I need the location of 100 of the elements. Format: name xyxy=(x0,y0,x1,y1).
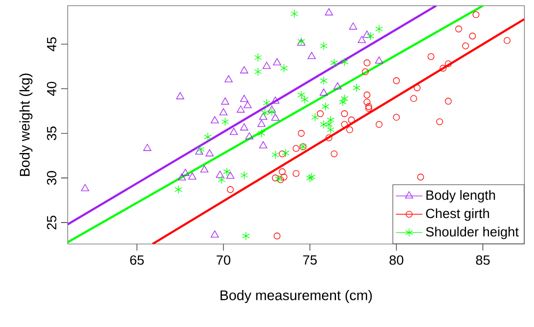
point xyxy=(240,170,248,180)
point xyxy=(240,123,248,130)
point xyxy=(462,42,469,50)
point xyxy=(320,88,328,96)
point xyxy=(245,132,254,140)
point xyxy=(334,82,342,90)
point xyxy=(436,118,444,126)
legend-label: Body length xyxy=(426,190,495,202)
point xyxy=(341,110,348,118)
point xyxy=(455,26,462,32)
point xyxy=(271,114,280,121)
y-tick-label: 30 xyxy=(46,171,56,185)
x-tick-label: 70 xyxy=(216,255,230,265)
point xyxy=(272,150,280,160)
point xyxy=(365,104,372,112)
point xyxy=(278,168,286,176)
point xyxy=(274,232,280,240)
point xyxy=(292,170,300,177)
y-tick-label: 25 xyxy=(46,216,56,230)
point xyxy=(176,92,184,100)
x-tick-label: 85 xyxy=(476,255,490,265)
point xyxy=(206,149,214,156)
point xyxy=(254,67,262,76)
point xyxy=(320,42,328,50)
point xyxy=(240,66,248,74)
point xyxy=(298,130,305,137)
point xyxy=(258,129,266,138)
point xyxy=(244,101,252,108)
point xyxy=(188,172,196,180)
point xyxy=(364,59,370,66)
point xyxy=(240,94,248,102)
point xyxy=(230,128,238,135)
x-axis-title: Body measurement (cm) xyxy=(220,290,372,304)
point xyxy=(410,95,418,102)
point xyxy=(364,98,370,106)
point xyxy=(348,116,355,124)
y-tick-label: 40 xyxy=(46,82,56,96)
point xyxy=(428,53,434,60)
point xyxy=(261,108,269,118)
point xyxy=(326,134,332,142)
point xyxy=(392,77,400,84)
point xyxy=(376,121,382,128)
point xyxy=(178,173,186,180)
point xyxy=(362,30,372,38)
point xyxy=(259,141,268,148)
point xyxy=(417,174,424,180)
point xyxy=(375,56,384,64)
point xyxy=(362,68,369,76)
point xyxy=(320,76,328,86)
point xyxy=(223,167,231,176)
point xyxy=(326,116,334,124)
point xyxy=(414,84,421,92)
point xyxy=(316,110,324,118)
point xyxy=(278,150,286,158)
point xyxy=(242,232,250,240)
point xyxy=(257,120,266,127)
point xyxy=(174,185,182,194)
point xyxy=(308,52,316,60)
x-tick-label: 65 xyxy=(130,255,144,265)
legend-label: Chest girth xyxy=(426,208,489,221)
point xyxy=(224,75,233,82)
point xyxy=(268,108,276,116)
point xyxy=(324,8,333,16)
point xyxy=(358,36,366,43)
point xyxy=(200,165,208,172)
point xyxy=(365,103,372,110)
point xyxy=(292,145,300,152)
point xyxy=(311,112,319,122)
point xyxy=(280,64,288,73)
point xyxy=(221,117,229,126)
point xyxy=(341,121,348,128)
point xyxy=(340,94,348,103)
point xyxy=(320,120,328,129)
point xyxy=(330,58,338,68)
point xyxy=(352,83,360,92)
x-tick-label: 75 xyxy=(303,255,317,265)
x-tick-label: 80 xyxy=(390,255,404,265)
point xyxy=(221,97,230,105)
point xyxy=(330,150,338,158)
point xyxy=(440,64,447,72)
point xyxy=(219,108,228,116)
point xyxy=(366,32,374,40)
point xyxy=(272,174,279,182)
y-tick-label: 35 xyxy=(46,126,56,140)
point xyxy=(216,170,224,178)
point xyxy=(210,230,219,238)
y-tick-label: 45 xyxy=(47,37,56,52)
point xyxy=(262,62,271,69)
point xyxy=(204,132,212,142)
point xyxy=(392,114,400,121)
point xyxy=(273,58,282,66)
point xyxy=(271,96,280,104)
point xyxy=(280,174,288,180)
point xyxy=(444,60,452,68)
point xyxy=(472,11,480,18)
point xyxy=(277,176,284,184)
y-axis-title: Body weight (kg) xyxy=(19,74,32,176)
point xyxy=(340,58,348,66)
point xyxy=(444,98,452,105)
point xyxy=(226,172,234,179)
